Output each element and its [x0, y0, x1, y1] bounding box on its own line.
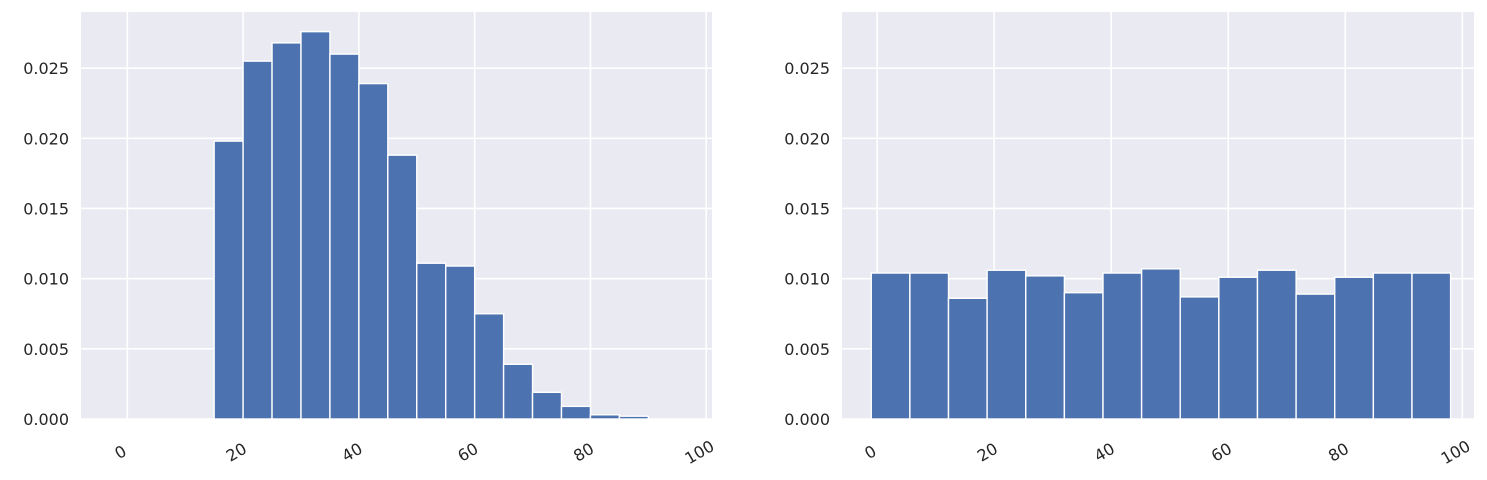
x-tick-label: 80 [1325, 439, 1352, 466]
x-tick-label: 80 [570, 439, 597, 466]
histogram-bar [560, 405, 592, 420]
histogram-bar [1102, 272, 1143, 420]
y-tick-label: 0.005 [23, 340, 69, 359]
histogram-bar [1063, 291, 1104, 420]
x-tick-label: 0 [111, 441, 129, 463]
histogram-bar [300, 30, 331, 420]
histogram-bar [947, 297, 988, 420]
histogram-bar [1295, 293, 1336, 420]
x-tick-label: 60 [1208, 439, 1235, 466]
histogram-bar [213, 140, 244, 420]
histogram-bar [1256, 269, 1297, 420]
x-tick-label: 40 [1091, 439, 1118, 466]
x-tick-label: 100 [1438, 436, 1474, 468]
y-tick-label: 0.015 [23, 199, 69, 218]
histogram-bar [1218, 276, 1259, 420]
x-tick-label: 20 [223, 439, 250, 466]
histogram-bar [1140, 268, 1181, 420]
y-tick-label: 0.000 [23, 410, 69, 429]
histogram-bar [473, 313, 505, 420]
histogram-bar [1025, 275, 1066, 420]
y-tick-label: 0.010 [784, 270, 830, 289]
x-tick-label: 0 [861, 441, 879, 463]
histogram-bar [909, 272, 950, 420]
x-tick-label: 100 [681, 436, 717, 468]
histogram-bar [242, 60, 273, 420]
histogram-bar [1372, 272, 1413, 420]
y-tick-label: 0.015 [784, 199, 830, 218]
histogram-bar [986, 269, 1027, 420]
histogram-bar [589, 414, 621, 420]
y-tick-label: 0.025 [784, 59, 830, 78]
histogram-bar [416, 262, 447, 420]
histogram-bar [1411, 272, 1452, 420]
histogram-bar [329, 53, 360, 420]
histogram-bar [271, 42, 302, 420]
y-tick-label: 0.010 [23, 270, 69, 289]
x-tick-label: 40 [339, 439, 366, 466]
histogram-bar [387, 154, 418, 420]
histogram-bar [1179, 296, 1220, 420]
histogram-bar [358, 82, 389, 420]
right-histogram-panel: 0 20 40 60 80 100 0.000 0.005 0.010 0.015 0.020 0.0… [784, 12, 1474, 468]
y-tick-label: 0.020 [23, 129, 69, 148]
y-tick-label: 0.005 [784, 340, 830, 359]
y-tick-label: 0.025 [23, 59, 69, 78]
histogram-bar [502, 363, 534, 420]
x-tick-label: 20 [974, 439, 1001, 466]
histogram-bar [531, 391, 563, 420]
histogram-bar [1334, 276, 1375, 420]
x-tick-label: 60 [454, 439, 481, 466]
left-histogram-panel: 0 20 40 60 80 100 0.000 0.005 0.010 0.015 0.020 0.0… [23, 12, 717, 468]
histogram-bar [870, 272, 911, 420]
histogram-bar [618, 415, 650, 420]
histogram-bar [445, 265, 476, 420]
y-tick-label: 0.020 [784, 129, 830, 148]
y-tick-label: 0.000 [784, 410, 830, 429]
